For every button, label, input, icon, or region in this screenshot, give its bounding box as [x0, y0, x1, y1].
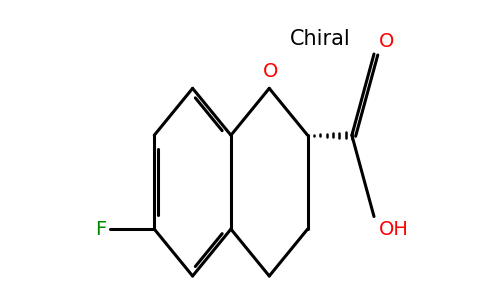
- Text: O: O: [263, 62, 278, 81]
- Text: Chiral: Chiral: [289, 29, 350, 49]
- Text: F: F: [95, 220, 106, 238]
- Text: OH: OH: [378, 220, 408, 238]
- Text: O: O: [378, 32, 394, 51]
